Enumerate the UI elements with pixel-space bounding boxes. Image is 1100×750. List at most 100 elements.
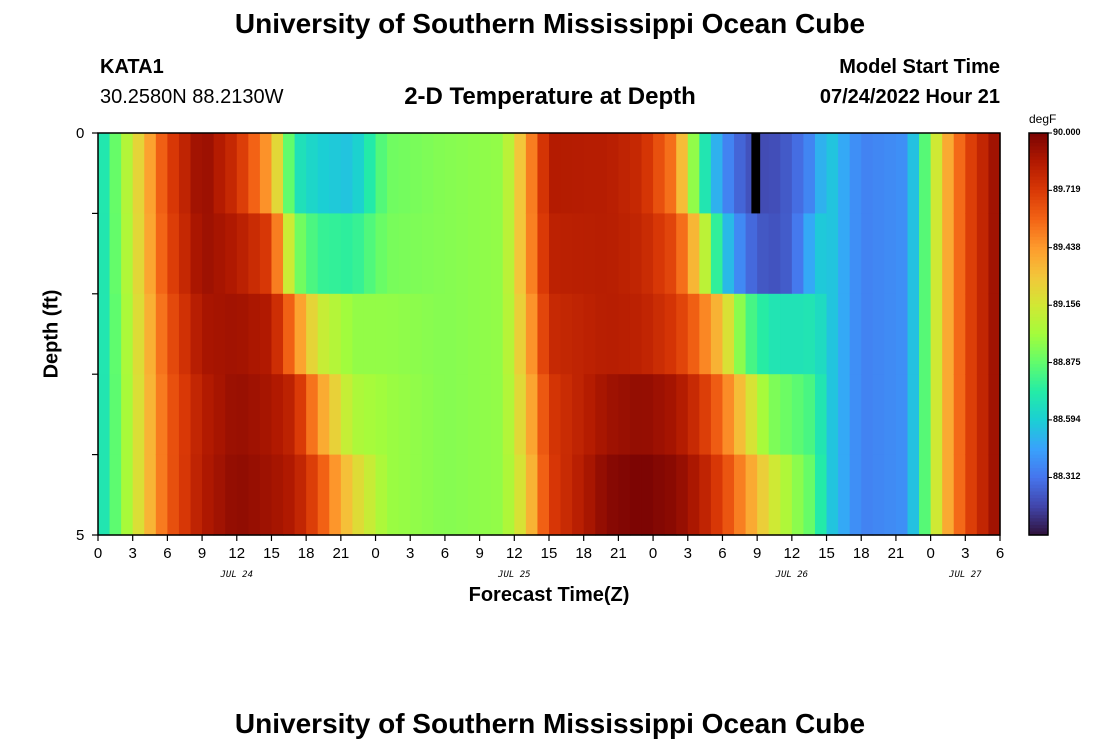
colorbar-swatch xyxy=(1029,173,1048,178)
colorbar-swatch xyxy=(1029,327,1048,332)
colorbar-swatch xyxy=(1029,340,1048,345)
x-tick-label: 15 xyxy=(540,545,558,562)
colorbar-swatch xyxy=(1029,287,1048,292)
heatmap-cell xyxy=(595,454,608,536)
colorbar-swatch xyxy=(1029,468,1048,472)
heatmap-cell xyxy=(710,133,724,214)
heatmap-cell xyxy=(190,374,203,456)
heatmap-cell xyxy=(629,374,643,456)
heatmap-cell xyxy=(757,454,770,536)
heatmap-cell xyxy=(687,454,700,536)
heatmap-cell xyxy=(144,374,157,456)
colorbar-swatch xyxy=(1029,350,1048,355)
colorbar-swatch xyxy=(1029,387,1048,392)
heatmap-cell xyxy=(259,133,273,214)
colorbar-tick-label: 88.312 xyxy=(1053,471,1081,482)
heatmap-cell xyxy=(144,293,157,375)
heatmap-cell xyxy=(699,293,712,375)
colorbar-swatch xyxy=(1029,447,1048,452)
heatmap-cell xyxy=(202,374,215,456)
heatmap-cell xyxy=(676,374,689,456)
y-axis-ticks xyxy=(92,132,98,536)
heatmap-cell xyxy=(664,454,677,536)
heatmap-cell xyxy=(653,133,666,214)
heatmap-cell xyxy=(132,293,145,375)
colorbar-swatch xyxy=(1029,531,1048,536)
heatmap-cell xyxy=(953,374,966,456)
colorbar-swatch xyxy=(1029,307,1048,312)
heatmap-cell xyxy=(514,293,527,375)
x-tick-label: 18 xyxy=(297,545,315,562)
heatmap-cell xyxy=(549,213,562,295)
colorbar-swatch xyxy=(1029,196,1048,201)
colorbar-swatch xyxy=(1029,213,1048,218)
heatmap-cell xyxy=(202,293,215,375)
heatmap-cell xyxy=(872,293,885,375)
heatmap-cell xyxy=(132,454,145,536)
heatmap-cell xyxy=(98,133,111,214)
heatmap-cell xyxy=(144,213,157,295)
heatmap-cell xyxy=(710,293,724,375)
heatmap-cell xyxy=(976,374,990,456)
x-tick-label: 18 xyxy=(852,545,870,562)
heatmap-cell xyxy=(560,133,573,214)
heatmap-cell xyxy=(306,133,319,214)
heatmap-cell xyxy=(352,374,365,456)
colorbar-swatch xyxy=(1029,143,1048,147)
colorbar-swatch xyxy=(1029,434,1048,439)
colorbar-swatch xyxy=(1029,149,1048,154)
heatmap-cell xyxy=(167,133,180,214)
heatmap-cell xyxy=(988,454,1001,536)
heatmap-cell xyxy=(456,374,469,456)
heatmap-cell xyxy=(491,454,504,536)
heatmap-cell xyxy=(155,454,168,536)
colorbar-swatch xyxy=(1029,263,1048,268)
heatmap-cell xyxy=(225,293,238,375)
colorbar-swatch xyxy=(1029,481,1048,486)
heatmap-cell xyxy=(768,374,781,456)
heatmap-cell xyxy=(421,213,434,295)
x-tick-label: 6 xyxy=(440,545,450,562)
heatmap-cell xyxy=(560,454,573,536)
heatmap-cell xyxy=(965,374,978,456)
colorbar-swatch xyxy=(1029,474,1048,479)
colorbar-swatch xyxy=(1029,488,1048,493)
heatmap-cell xyxy=(468,133,481,214)
heatmap-cell xyxy=(433,133,446,214)
heatmap-cell xyxy=(178,374,192,456)
heatmap-cell xyxy=(456,454,469,536)
y-tick-label-bottom: 5 xyxy=(76,527,85,544)
heatmap-cell xyxy=(861,454,874,536)
heatmap-cell xyxy=(907,454,920,536)
heatmap-cell xyxy=(653,213,666,295)
heatmap-cell xyxy=(190,454,203,536)
heatmap-cell xyxy=(421,454,434,536)
x-tick-label: 0 xyxy=(926,545,935,562)
heatmap-cell xyxy=(410,454,423,536)
heatmap-cell xyxy=(641,133,654,214)
heatmap-cell xyxy=(340,133,354,214)
heatmap-cell xyxy=(757,293,770,375)
colorbar-swatch xyxy=(1029,407,1048,412)
colorbar-swatch xyxy=(1029,183,1048,188)
heatmap-cell xyxy=(872,213,885,295)
heatmap-cell xyxy=(722,293,735,375)
heatmap-cell xyxy=(144,133,157,214)
heatmap-cell xyxy=(283,213,296,295)
heatmap-cell xyxy=(421,374,434,456)
colorbar-swatch xyxy=(1029,139,1048,144)
heatmap-cell xyxy=(190,213,203,295)
heatmap-cell xyxy=(248,293,261,375)
colorbar-swatch xyxy=(1029,300,1048,305)
heatmap-cell xyxy=(965,133,978,214)
heatmap-cell xyxy=(988,374,1001,456)
heatmap-cell xyxy=(132,374,145,456)
heatmap-cell xyxy=(306,454,319,536)
heatmap-cell xyxy=(132,133,145,214)
colorbar-swatch xyxy=(1029,518,1048,523)
colorbar-swatch xyxy=(1029,293,1048,298)
colorbar-swatch xyxy=(1029,454,1048,459)
colorbar-swatch xyxy=(1029,464,1048,469)
heatmap-cell xyxy=(653,374,666,456)
heatmap-cell xyxy=(410,133,423,214)
